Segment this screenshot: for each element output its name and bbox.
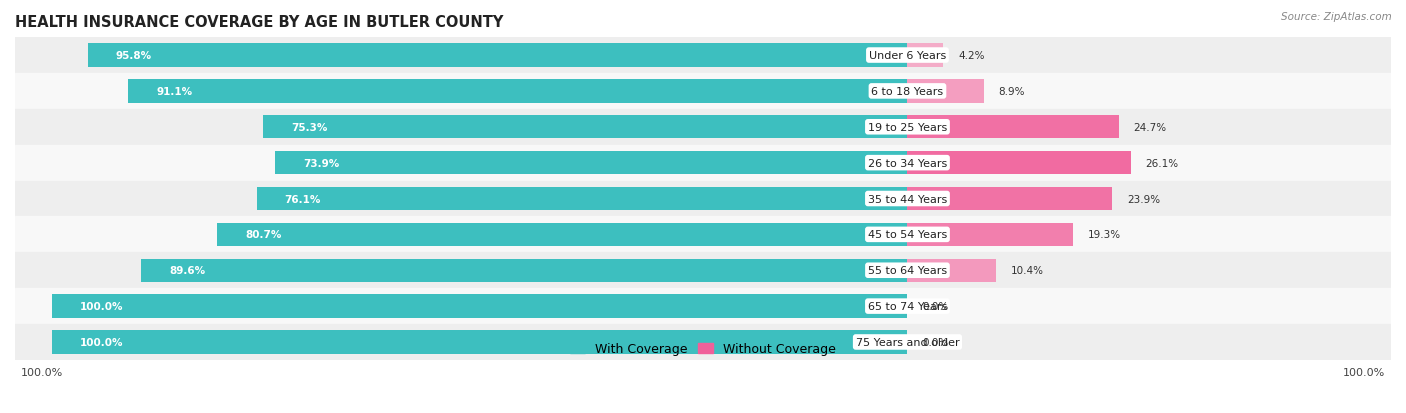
Text: HEALTH INSURANCE COVERAGE BY AGE IN BUTLER COUNTY: HEALTH INSURANCE COVERAGE BY AGE IN BUTL… [15,15,503,30]
Bar [907,116,1119,139]
Bar [15,217,1391,253]
Bar [257,188,907,211]
Bar [52,330,907,354]
Bar [907,44,943,68]
Text: 8.9%: 8.9% [998,87,1025,97]
Bar [15,181,1391,217]
Legend: With Coverage, Without Coverage: With Coverage, Without Coverage [565,337,841,360]
Text: 65 to 74 Years: 65 to 74 Years [868,301,948,311]
Text: 19 to 25 Years: 19 to 25 Years [868,123,948,133]
Text: 0.0%: 0.0% [922,337,949,347]
Bar [128,80,907,103]
Bar [907,188,1112,211]
Text: 26.1%: 26.1% [1146,158,1178,168]
Text: 76.1%: 76.1% [284,194,321,204]
Text: 0.0%: 0.0% [922,301,949,311]
Text: 73.9%: 73.9% [304,158,340,168]
Bar [52,295,907,318]
Bar [907,80,984,103]
Bar [907,259,997,282]
Text: 10.4%: 10.4% [1011,266,1045,275]
Text: 24.7%: 24.7% [1133,123,1167,133]
Bar [263,116,907,139]
Text: Under 6 Years: Under 6 Years [869,51,946,61]
Text: 100.0%: 100.0% [21,368,63,377]
Bar [15,253,1391,288]
Bar [15,145,1391,181]
Bar [276,152,907,175]
Bar [89,44,907,68]
Bar [15,74,1391,109]
Text: 6 to 18 Years: 6 to 18 Years [872,87,943,97]
Text: 23.9%: 23.9% [1126,194,1160,204]
Text: 95.8%: 95.8% [117,51,152,61]
Text: 4.2%: 4.2% [959,51,984,61]
Text: 26 to 34 Years: 26 to 34 Years [868,158,948,168]
Text: 55 to 64 Years: 55 to 64 Years [868,266,948,275]
Text: 19.3%: 19.3% [1087,230,1121,240]
Bar [907,223,1073,247]
Bar [141,259,907,282]
Bar [15,38,1391,74]
Bar [218,223,907,247]
Text: 100.0%: 100.0% [1343,368,1385,377]
Text: 75.3%: 75.3% [291,123,328,133]
Text: 91.1%: 91.1% [156,87,193,97]
Text: 35 to 44 Years: 35 to 44 Years [868,194,948,204]
Text: 75 Years and older: 75 Years and older [856,337,959,347]
Bar [15,324,1391,360]
Bar [15,288,1391,324]
Bar [907,152,1130,175]
Text: Source: ZipAtlas.com: Source: ZipAtlas.com [1281,12,1392,22]
Text: 100.0%: 100.0% [80,301,124,311]
Text: 80.7%: 80.7% [245,230,281,240]
Text: 100.0%: 100.0% [80,337,124,347]
Text: 89.6%: 89.6% [169,266,205,275]
Text: 45 to 54 Years: 45 to 54 Years [868,230,948,240]
Bar [15,109,1391,145]
